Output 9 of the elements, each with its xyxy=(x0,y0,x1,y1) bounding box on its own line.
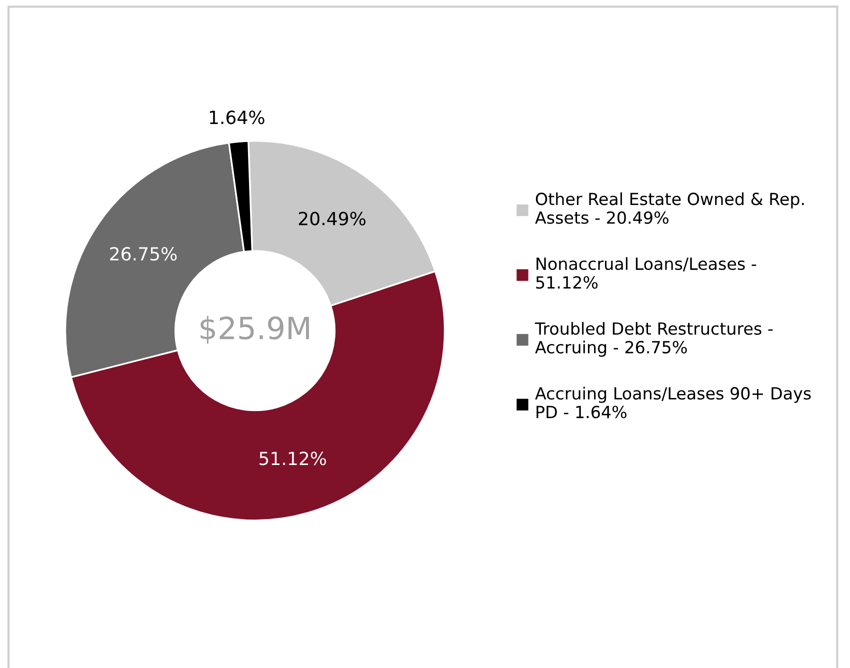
data-label: 26.75% xyxy=(110,247,177,261)
legend-label: Nonaccrual Loans/Leases - 51.12% xyxy=(536,257,756,289)
data-label: 51.12% xyxy=(260,452,326,466)
data-label: 20.49% xyxy=(298,212,366,226)
legend-label: Other Real Estate Owned & Rep. Assets - 20.49% xyxy=(535,192,804,224)
data-label: 1.64% xyxy=(210,110,264,124)
legend-label: Troubled Debt Restructures - Accruing - 26.75% xyxy=(534,322,773,357)
legend-label: Accruing Loans/Leases 90+ Days PD - 1.64% xyxy=(535,386,811,418)
text: $25.9M xyxy=(200,316,309,344)
